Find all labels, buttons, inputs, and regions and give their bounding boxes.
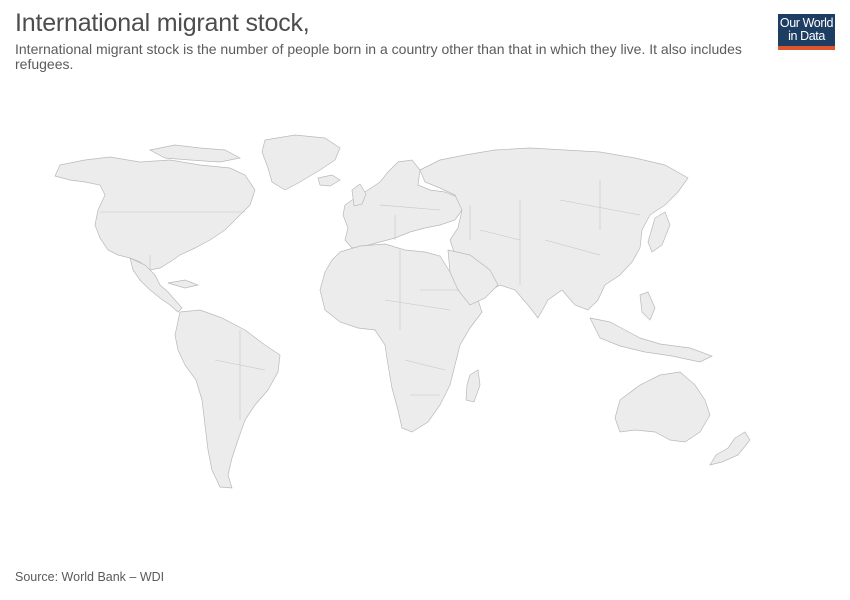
north-america-landmass[interactable]	[54, 156, 256, 271]
logo-line-1: Our World	[779, 16, 834, 30]
logo-line-2: in Data	[788, 29, 825, 43]
greenland-landmass[interactable]	[261, 134, 341, 191]
world-map[interactable]	[0, 120, 850, 500]
africa-landmass[interactable]	[319, 243, 483, 433]
southeast-asia-islands-landmass[interactable]	[589, 317, 713, 363]
new-zealand-landmass[interactable]	[709, 431, 751, 466]
philippines-landmass[interactable]	[639, 291, 656, 321]
country-borders	[100, 180, 641, 420]
madagascar-landmass[interactable]	[465, 369, 481, 403]
iceland-landmass[interactable]	[317, 174, 341, 187]
japan-landmass[interactable]	[647, 211, 671, 253]
chart-title: International migrant stock,	[15, 9, 310, 37]
owid-logo[interactable]: Our World in Data	[778, 14, 835, 50]
uk-landmass[interactable]	[351, 183, 367, 207]
cuba-landmass[interactable]	[167, 279, 200, 289]
central-america-landmass[interactable]	[129, 257, 183, 313]
australia-landmass[interactable]	[614, 371, 711, 443]
arctic-islands-landmass[interactable]	[148, 144, 242, 163]
arabia-landmass[interactable]	[447, 249, 499, 306]
source-note: Source: World Bank – WDI	[15, 570, 165, 584]
south-america-landmass[interactable]	[174, 309, 281, 489]
chart-subtitle: International migrant stock is the numbe…	[15, 41, 742, 72]
